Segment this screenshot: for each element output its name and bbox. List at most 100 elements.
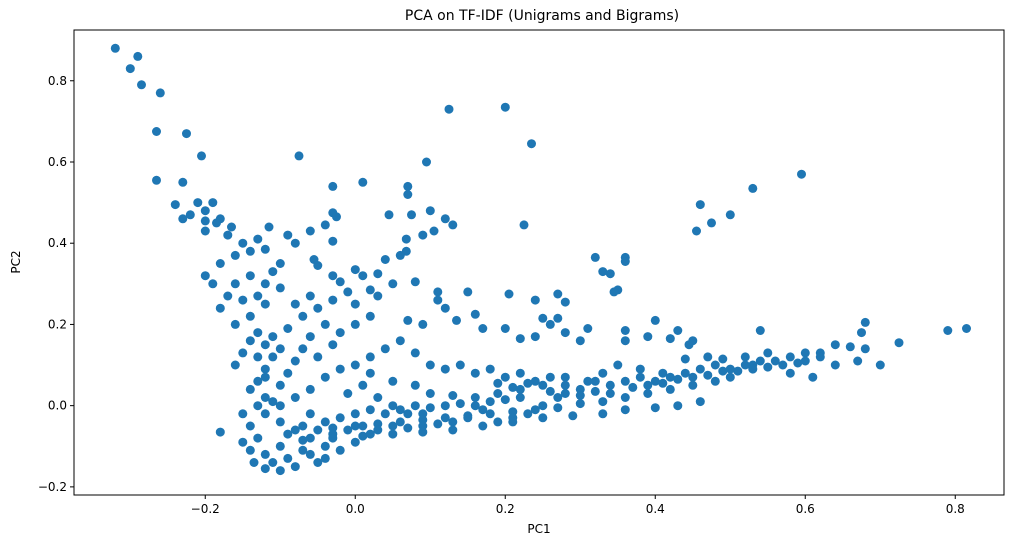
data-point — [860, 344, 870, 354]
data-point — [894, 338, 904, 348]
data-point — [530, 376, 540, 386]
data-point — [515, 368, 525, 378]
data-point — [227, 222, 236, 232]
data-point — [260, 393, 270, 402]
data-point — [493, 389, 503, 398]
data-point — [755, 326, 765, 335]
data-point — [605, 380, 615, 390]
data-point — [519, 220, 529, 230]
data-point — [470, 401, 480, 411]
data-point — [778, 360, 788, 370]
data-point — [401, 234, 411, 244]
data-point — [403, 315, 413, 325]
data-point — [283, 324, 293, 333]
data-point — [200, 206, 210, 216]
data-point — [455, 399, 465, 409]
data-point — [245, 445, 255, 455]
data-point — [470, 309, 480, 319]
data-point — [463, 287, 473, 297]
data-point — [230, 319, 240, 329]
data-point — [830, 340, 840, 350]
x-axis-label: PC1 — [527, 522, 550, 536]
data-point — [208, 198, 218, 208]
data-point — [643, 389, 653, 398]
x-tick-label: −0.2 — [191, 502, 220, 516]
data-point — [343, 389, 353, 398]
data-point — [797, 169, 806, 179]
data-point — [448, 391, 458, 400]
data-point — [313, 303, 323, 313]
data-point — [373, 291, 383, 301]
data-point — [275, 344, 285, 354]
data-point — [294, 151, 304, 161]
data-point — [800, 356, 810, 366]
data-point — [523, 409, 533, 419]
data-point — [403, 190, 413, 199]
data-point — [260, 340, 270, 350]
data-point — [170, 200, 180, 210]
data-point — [358, 177, 368, 187]
data-point — [707, 218, 716, 228]
data-point — [200, 226, 210, 236]
data-point — [313, 352, 323, 362]
data-point — [350, 437, 360, 447]
data-point — [500, 372, 510, 382]
y-axis-label: PC2 — [9, 250, 23, 273]
data-point — [152, 127, 161, 136]
data-point — [598, 368, 608, 378]
data-point — [485, 364, 495, 374]
data-point — [545, 386, 555, 396]
data-point — [380, 344, 390, 354]
data-point — [410, 348, 420, 358]
data-point — [433, 287, 443, 297]
data-point — [305, 332, 315, 342]
data-point — [388, 376, 398, 386]
data-point — [748, 183, 758, 193]
data-point — [373, 393, 383, 402]
data-point — [853, 356, 863, 366]
data-point — [530, 405, 540, 415]
data-point — [245, 311, 255, 321]
data-point — [275, 259, 285, 268]
y-tick-label: 0.0 — [48, 399, 67, 413]
data-point — [598, 397, 608, 407]
data-point — [733, 366, 743, 376]
data-point — [523, 378, 533, 388]
data-point — [388, 279, 398, 289]
data-point — [275, 441, 285, 451]
data-point — [253, 234, 263, 244]
data-point — [298, 311, 308, 321]
data-point — [433, 295, 443, 305]
data-point — [152, 175, 161, 185]
data-point — [433, 419, 443, 429]
data-point — [275, 417, 285, 427]
data-point — [418, 421, 428, 431]
data-point — [238, 437, 248, 447]
data-point — [253, 352, 263, 362]
data-point — [335, 445, 345, 455]
data-point — [335, 328, 345, 338]
data-point — [770, 356, 780, 366]
data-point — [403, 423, 413, 433]
data-point — [403, 181, 413, 191]
data-point — [283, 230, 293, 240]
data-point — [500, 102, 510, 112]
data-point — [283, 453, 293, 463]
data-point — [643, 380, 653, 390]
data-point — [350, 360, 360, 370]
data-point — [665, 384, 675, 394]
data-point — [388, 421, 398, 431]
data-point — [230, 360, 240, 370]
data-point — [253, 401, 263, 411]
data-point — [748, 364, 758, 374]
data-point — [845, 342, 855, 352]
data-point — [268, 267, 278, 277]
data-point — [290, 356, 300, 366]
data-point — [260, 372, 270, 382]
data-point — [388, 401, 398, 411]
data-point — [320, 441, 330, 451]
data-point — [197, 151, 206, 161]
data-point — [410, 401, 420, 411]
data-point — [575, 391, 585, 400]
data-point — [290, 462, 300, 472]
